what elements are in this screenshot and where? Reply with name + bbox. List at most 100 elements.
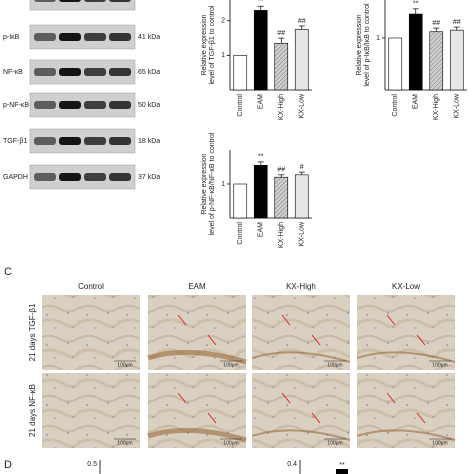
blot-band (109, 68, 131, 76)
bar (274, 176, 289, 219)
significance: ## (453, 19, 461, 26)
blot-kda: 50 kDa (138, 102, 160, 109)
blot-kda: 43 kDa (138, 0, 160, 2)
x-tick-label: KX-Low (454, 93, 461, 118)
blot-label: TGF-β1 (3, 138, 27, 145)
blot-strip (29, 0, 136, 11)
bar (388, 37, 403, 91)
y-axis-label: level of p-NF-κB/NF-κB to control (209, 132, 216, 235)
bar (253, 165, 268, 219)
blot-band (109, 173, 131, 181)
significance: ## (432, 20, 440, 27)
x-tick-label: EAM (258, 222, 265, 237)
blot-band (109, 33, 131, 41)
y-axis-label: level of TGF-β1 to control (209, 5, 216, 84)
blot-label: p-NF-κB (3, 102, 29, 109)
blot-label: NF-κB (3, 69, 23, 76)
blot-band (59, 173, 81, 181)
scale-bar-label: 100μm (432, 362, 447, 368)
arrow (416, 412, 426, 424)
blot-band (59, 101, 81, 109)
bar (294, 174, 309, 219)
y-axis-label: Relative expression (201, 14, 208, 75)
arrow (311, 412, 321, 424)
bar (253, 10, 268, 91)
arrow (207, 334, 217, 346)
blot-band (34, 33, 56, 41)
arrow (386, 314, 396, 326)
blot-band (34, 137, 56, 145)
blot-band (84, 68, 106, 76)
arrow (177, 314, 187, 326)
blot-band (84, 173, 106, 181)
blot-band (84, 101, 106, 109)
blot-band (109, 0, 131, 2)
stain (356, 429, 456, 441)
blot-band (34, 101, 56, 109)
scale-bar-label: 100μm (223, 362, 238, 368)
micrograph (42, 373, 140, 448)
y-axis-label: Relative expression (356, 14, 363, 75)
bar (233, 55, 248, 91)
row-label: 21 days NF-κB (28, 384, 37, 437)
x-tick-label: Control (237, 222, 244, 245)
stain (251, 429, 351, 441)
blot-kda: 18 kDa (138, 138, 160, 145)
blot-kda: 41 kDa (138, 34, 160, 41)
arrow (207, 412, 217, 424)
bar (408, 13, 423, 91)
scale-bar-label: 100μm (327, 362, 342, 368)
scale-bar-label: 100μm (432, 440, 447, 446)
micrograph (42, 295, 140, 370)
scale-bar-label: 100μm (327, 440, 342, 446)
blot-band (34, 173, 56, 181)
significance: ## (277, 167, 285, 174)
y-tick-label: 1 (221, 52, 225, 59)
blot-label: p-IκB (3, 34, 20, 41)
significance: ## (298, 18, 306, 25)
blot-kda: 37 kDa (138, 174, 160, 181)
x-tick-label: KX-Low (299, 93, 306, 118)
blot-band (84, 33, 106, 41)
bar (449, 29, 464, 91)
x-tick-label: KX-High (278, 94, 285, 120)
x-tick-label: Control (237, 94, 244, 117)
stain (251, 351, 351, 363)
arrow (177, 392, 187, 404)
blot-band (59, 33, 81, 41)
column-label: KX-Low (392, 282, 420, 291)
significance: # (300, 164, 304, 171)
scale-bar-label: 100μm (117, 362, 132, 368)
arrow (311, 334, 321, 346)
blot-band (84, 0, 106, 2)
blot-band (59, 137, 81, 145)
arrow (281, 392, 291, 404)
y-axis-label: level of p-IκB/IκB to control (364, 3, 371, 87)
y-tick-label: 1 (221, 181, 225, 188)
blot-band (109, 137, 131, 145)
x-tick-label: EAM (413, 94, 420, 109)
blot-label: IκB (3, 0, 13, 2)
y-tick-label: 1 (376, 35, 380, 42)
bar (233, 183, 248, 219)
y-tick-label: 2 (221, 18, 225, 25)
significance: ** (339, 462, 345, 469)
stain (147, 349, 247, 365)
x-tick-label: EAM (258, 94, 265, 109)
bar (274, 42, 289, 91)
blot-kda: 65 kDa (138, 69, 160, 76)
blot-band (59, 0, 81, 2)
x-tick-label: KX-High (278, 222, 285, 248)
arrow (416, 334, 426, 346)
bar (429, 31, 444, 91)
blot-band (84, 137, 106, 145)
column-label: EAM (188, 282, 206, 291)
scale-bar-label: 100μm (223, 440, 238, 446)
significance: ## (277, 30, 285, 37)
column-label: KX-High (286, 282, 316, 291)
blot-label: GAPDH (3, 174, 28, 181)
x-tick-label: KX-Low (299, 221, 306, 246)
blot-band (34, 0, 56, 2)
blot-band (109, 101, 131, 109)
